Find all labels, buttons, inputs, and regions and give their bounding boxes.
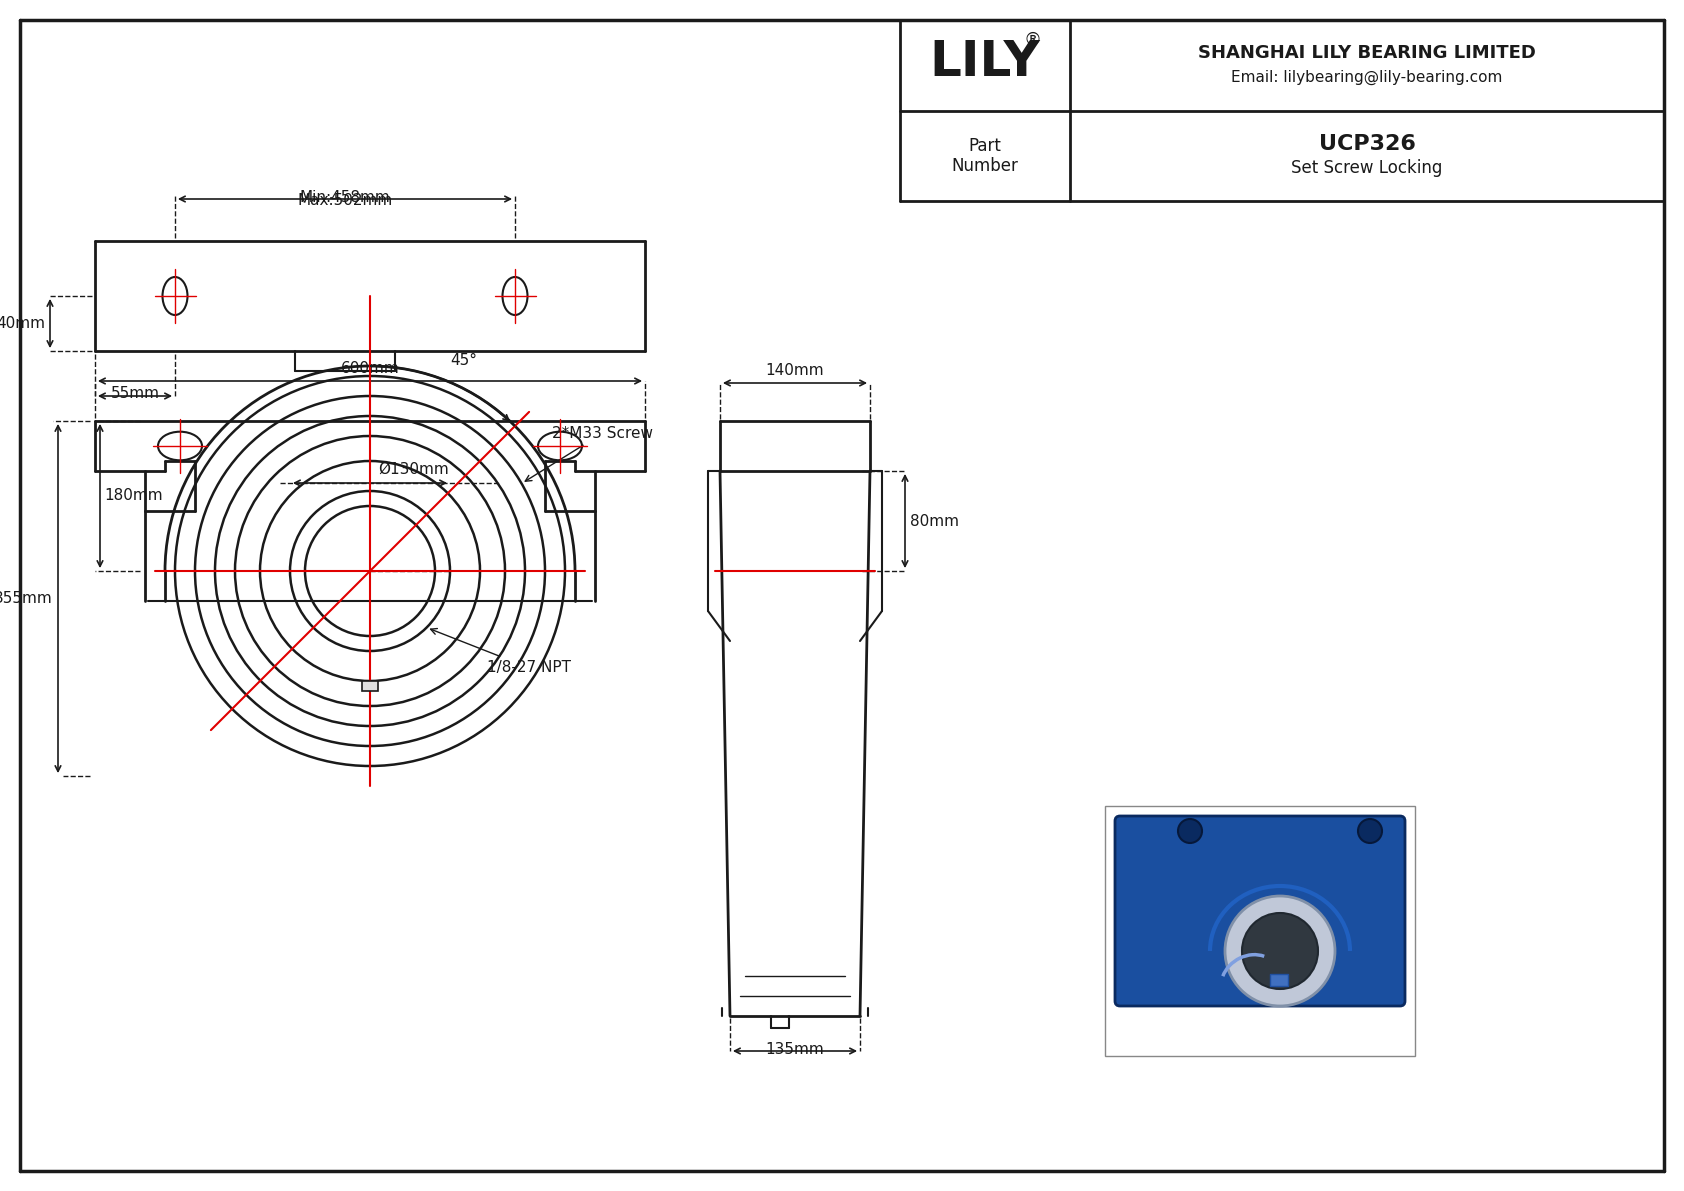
Text: Part
Number: Part Number: [951, 137, 1019, 175]
Text: 140mm: 140mm: [766, 363, 823, 378]
Text: SHANGHAI LILY BEARING LIMITED: SHANGHAI LILY BEARING LIMITED: [1197, 44, 1536, 62]
Text: Ø130mm: Ø130mm: [377, 462, 448, 478]
Text: ®: ®: [1022, 31, 1041, 49]
Text: 600mm: 600mm: [340, 361, 399, 376]
Text: UCP326: UCP326: [1319, 135, 1416, 154]
Text: 355mm: 355mm: [0, 591, 52, 606]
Bar: [362, 681, 377, 691]
Circle shape: [1224, 896, 1335, 1006]
Bar: [1105, 806, 1415, 1056]
Text: 1/8-27 NPT: 1/8-27 NPT: [431, 629, 571, 675]
Text: Min:458mm: Min:458mm: [300, 191, 391, 205]
Text: 40mm: 40mm: [0, 316, 45, 331]
Text: 135mm: 135mm: [766, 1042, 825, 1056]
Text: Email: lilybearing@lily-bearing.com: Email: lilybearing@lily-bearing.com: [1231, 70, 1502, 85]
Circle shape: [1357, 819, 1383, 843]
Text: Set Screw Locking: Set Screw Locking: [1292, 160, 1443, 177]
Text: 45°: 45°: [450, 354, 477, 368]
Text: 2*M33 Screw: 2*M33 Screw: [525, 426, 653, 481]
Text: LILY: LILY: [930, 38, 1041, 87]
Text: Max:502mm: Max:502mm: [298, 193, 392, 208]
Circle shape: [1243, 913, 1319, 989]
Circle shape: [1179, 819, 1202, 843]
FancyBboxPatch shape: [1115, 816, 1404, 1006]
Bar: [1270, 974, 1288, 986]
Text: 180mm: 180mm: [104, 488, 163, 504]
Text: 80mm: 80mm: [909, 513, 958, 529]
Text: 55mm: 55mm: [111, 386, 160, 401]
